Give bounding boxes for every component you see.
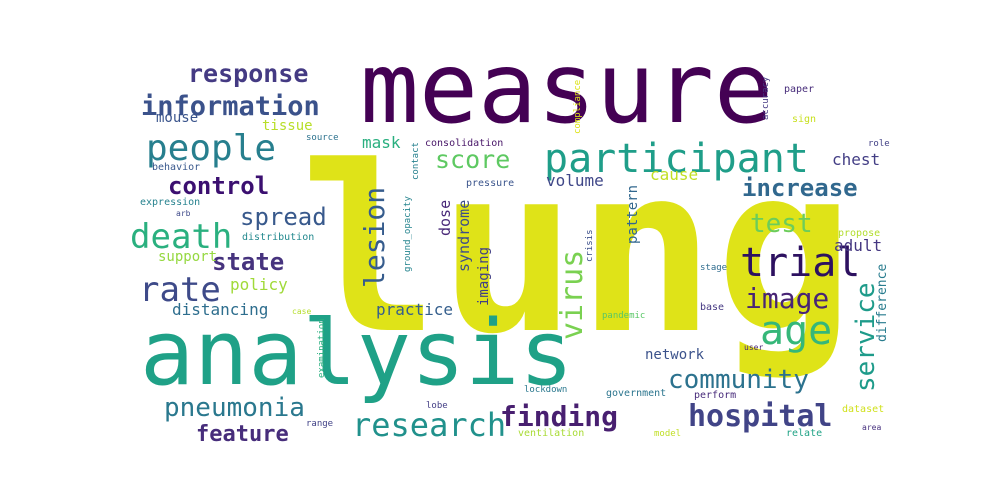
word-user: user <box>744 343 763 352</box>
word-ground-opacity: ground_opacity <box>403 196 413 272</box>
word-age: age <box>760 308 832 354</box>
word-propose: propose <box>838 228 880 239</box>
word-base: base <box>700 302 724 313</box>
word-government: government <box>606 388 666 399</box>
word-role: role <box>868 139 890 149</box>
word-pneumonia: pneumonia <box>164 393 305 423</box>
word-distancing: distancing <box>172 300 268 319</box>
word-information: information <box>141 91 320 122</box>
word-mask: mask <box>362 133 401 152</box>
word-virus: virus <box>555 250 590 340</box>
word-dataset: dataset <box>842 404 884 415</box>
word-hospital: hospital <box>688 399 833 434</box>
word-practice: practice <box>376 300 453 319</box>
word-sign: sign <box>792 114 816 125</box>
word-support: support <box>158 249 217 265</box>
word-examination: examination <box>317 318 327 378</box>
word-area: area <box>862 423 881 432</box>
word-service: service <box>851 282 881 392</box>
word-cause: cause <box>650 165 698 184</box>
word-community: community <box>668 365 809 395</box>
word-death: death <box>130 217 232 257</box>
word-adult: adult <box>834 236 882 255</box>
word-compliance: compliance <box>573 80 583 134</box>
word-mouse: mouse <box>156 110 198 126</box>
word-lobe: lobe <box>426 401 448 411</box>
word-imaging: imaging <box>476 247 492 306</box>
word-consolidation: consolidation <box>425 138 503 149</box>
word-volume: volume <box>546 171 604 190</box>
word-behavior: behavior <box>152 162 200 173</box>
word-state: state <box>212 248 284 276</box>
word-expression: expression <box>140 197 200 208</box>
word-research: research <box>352 406 506 444</box>
word-people: people <box>146 128 276 169</box>
word-pandemic: pandemic <box>602 311 645 321</box>
word-analysis: analysis <box>140 301 573 406</box>
word-paper: paper <box>784 84 814 95</box>
word-image: image <box>745 282 829 315</box>
word-pressure: pressure <box>466 178 514 189</box>
word-network: network <box>645 347 705 363</box>
word-range: range <box>306 419 333 429</box>
word-stage: stage <box>700 263 727 273</box>
word-ventilation: ventilation <box>518 428 584 439</box>
word-tissue: tissue <box>262 118 313 134</box>
word-score: score <box>435 145 510 174</box>
word-participant: participant <box>544 136 809 182</box>
word-relate: relate <box>786 428 822 439</box>
word-difference: difference <box>875 264 890 342</box>
word-increase: increase <box>742 174 858 202</box>
word-test: test <box>750 209 813 239</box>
word-spread: spread <box>240 203 327 231</box>
word-pattern: pattern <box>625 185 641 244</box>
word-response: response <box>188 59 308 88</box>
word-feature: feature <box>196 422 289 447</box>
word-trial: trial <box>740 240 860 286</box>
word-accuracy: accuracy <box>761 76 771 120</box>
word-source: source <box>306 133 339 143</box>
word-rate: rate <box>139 270 221 310</box>
word-control: control <box>168 172 269 200</box>
word-measure: measure <box>360 32 773 146</box>
word-arb: arb <box>176 209 191 218</box>
word-lockdown: lockdown <box>524 385 567 395</box>
word-model: model <box>654 429 681 439</box>
word-lesion: lesion <box>358 187 391 288</box>
word-dose: dose <box>436 200 454 236</box>
word-perform: perform <box>694 390 736 401</box>
word-crisis: crisis <box>585 229 595 262</box>
word-distribution: distribution <box>242 232 314 243</box>
word-syndrome: syndrome <box>455 200 473 272</box>
word-lung: lung <box>300 118 854 385</box>
word-policy: policy <box>230 275 288 294</box>
word-contact: contact <box>411 142 421 180</box>
word-chest: chest <box>832 150 880 169</box>
word-finding: finding <box>500 400 618 433</box>
word-case: case <box>292 307 311 316</box>
